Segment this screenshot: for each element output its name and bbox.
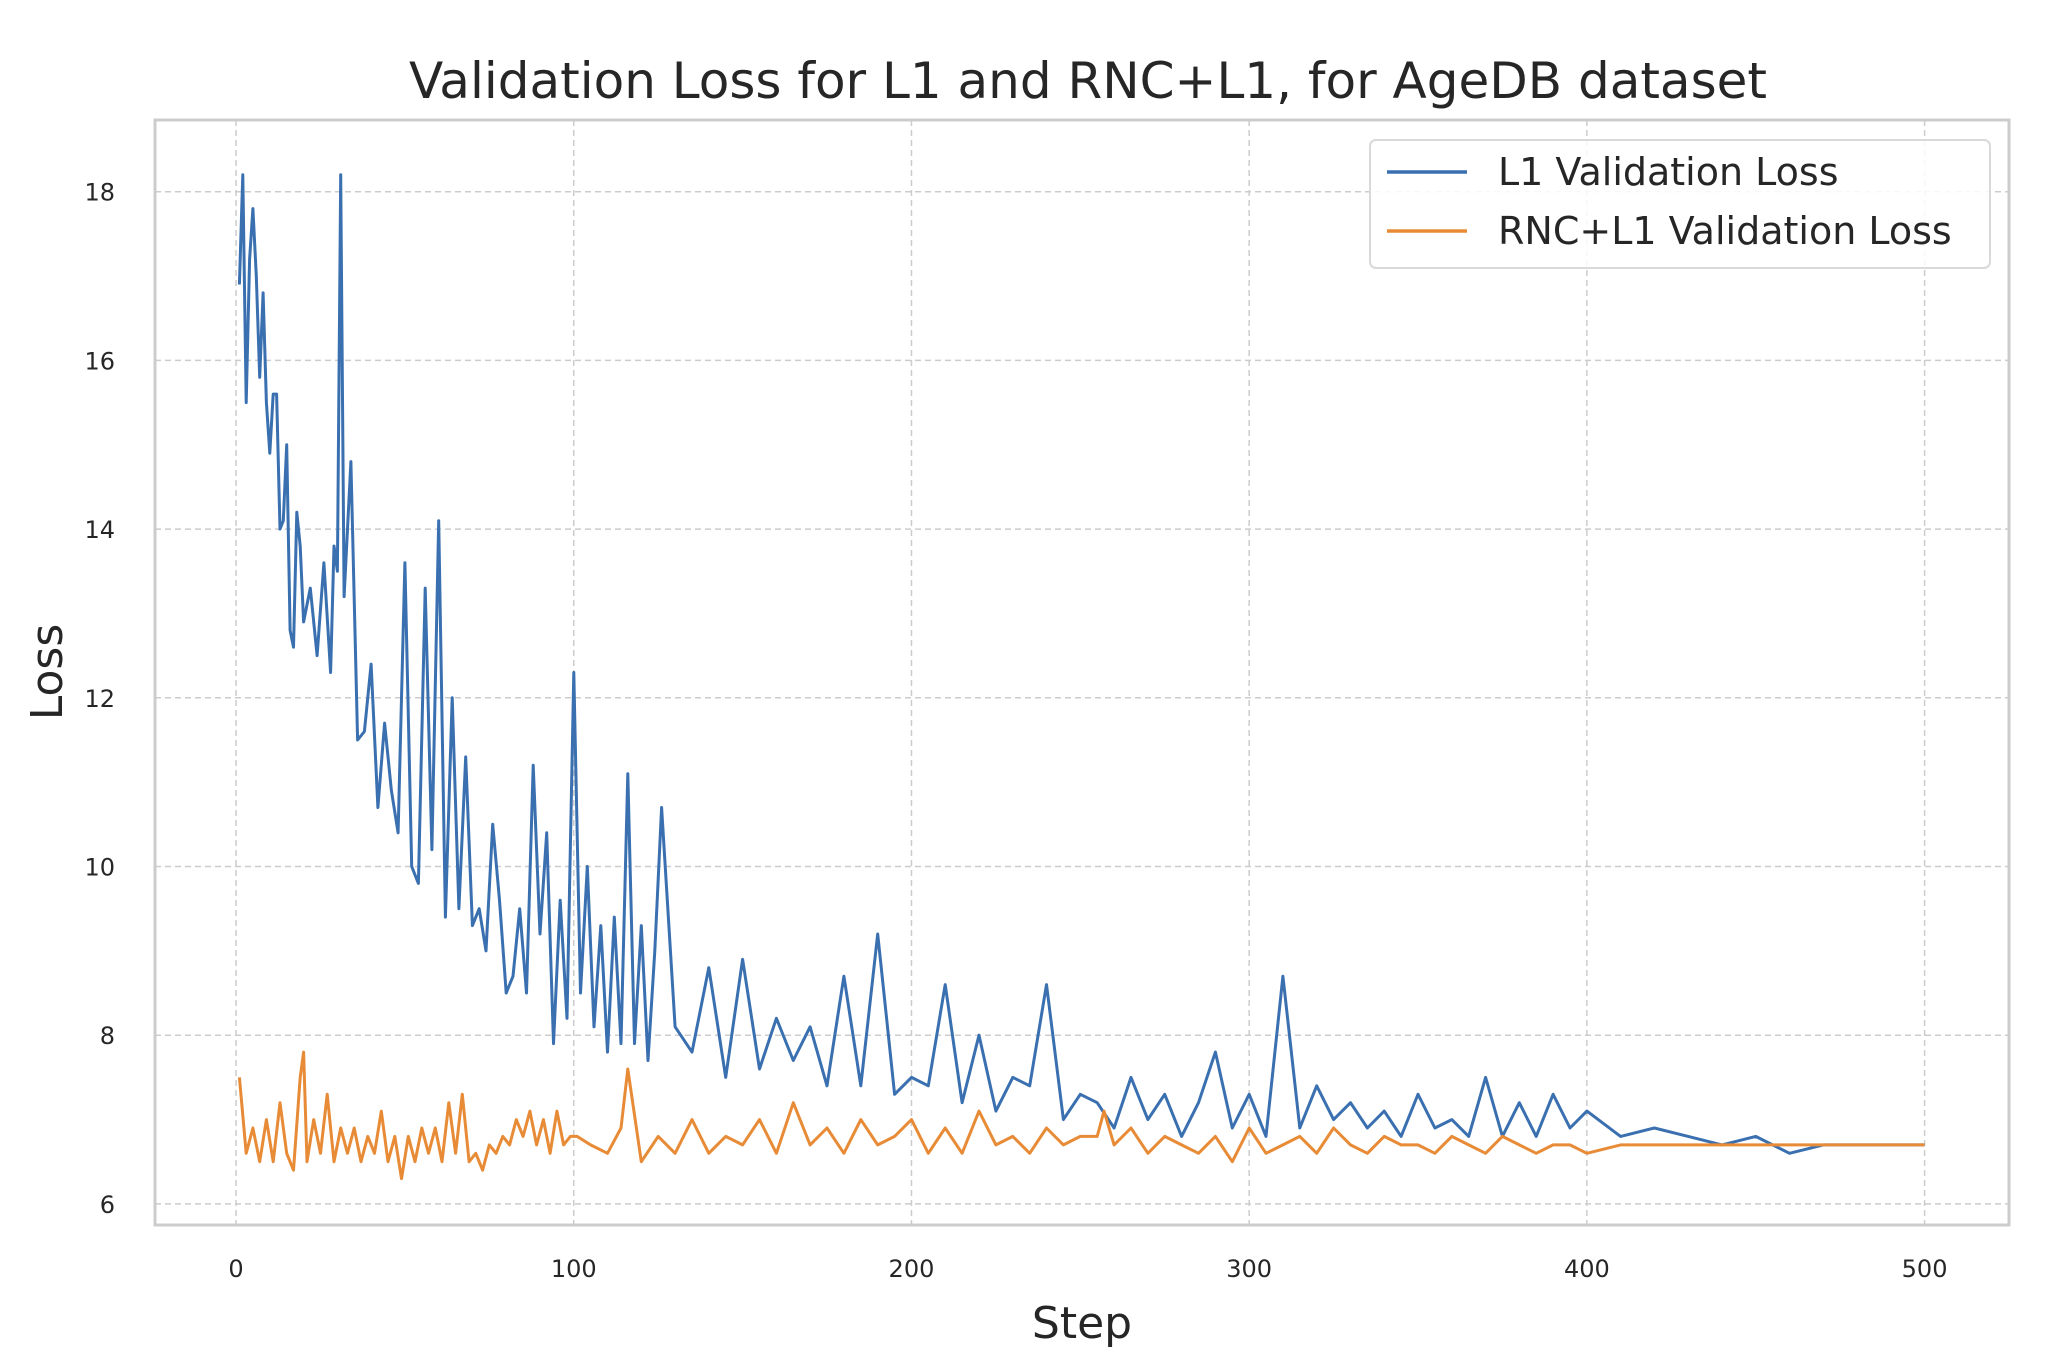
x-tick-label: 200 xyxy=(889,1255,935,1283)
chart-title: Validation Loss for L1 and RNC+L1, for A… xyxy=(409,52,1767,110)
y-axis-ticks: 6 8 10 12 14 16 18 xyxy=(84,179,115,1219)
x-tick-label: 400 xyxy=(1564,1255,1610,1283)
legend-label-l1: L1 Validation Loss xyxy=(1498,150,1839,194)
y-tick-label: 8 xyxy=(100,1022,115,1050)
x-tick-label: 0 xyxy=(228,1255,243,1283)
y-axis-label: Loss xyxy=(22,624,73,721)
y-tick-label: 14 xyxy=(84,516,115,544)
x-tick-label: 300 xyxy=(1226,1255,1272,1283)
legend-box xyxy=(1369,139,1991,269)
x-axis-label: Step xyxy=(1032,1298,1132,1349)
x-tick-label: 100 xyxy=(551,1255,597,1283)
series-line-rnc-l1 xyxy=(237,1050,1925,1181)
y-tick-label: 10 xyxy=(84,854,115,882)
series-line-l1 xyxy=(237,173,1925,1155)
grid xyxy=(155,120,2009,1225)
series-lines xyxy=(237,173,1925,1181)
plot-frame xyxy=(153,118,2011,1227)
y-tick-label: 18 xyxy=(84,179,115,207)
legend: L1 Validation Loss RNC+L1 Validation Los… xyxy=(1369,139,1991,269)
x-axis-ticks: 0 100 200 300 400 500 xyxy=(228,1255,1947,1283)
y-tick-label: 6 xyxy=(100,1191,115,1219)
y-tick-label: 16 xyxy=(84,347,115,375)
x-tick-label: 500 xyxy=(1902,1255,1948,1283)
legend-label-rnc-l1: RNC+L1 Validation Loss xyxy=(1498,209,1952,253)
y-tick-label: 12 xyxy=(84,685,115,713)
